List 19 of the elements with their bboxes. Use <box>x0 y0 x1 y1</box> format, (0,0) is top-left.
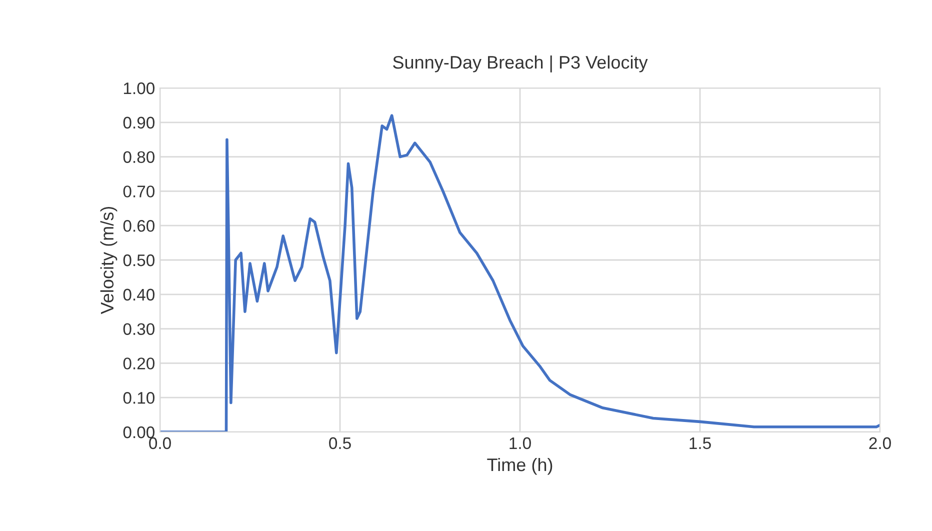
x-tick-label: 1.5 <box>690 437 711 450</box>
chart-title: Sunny-Day Breach | P3 Velocity <box>393 55 648 72</box>
y-tick-label: 0.30 <box>123 323 154 336</box>
x-tick-label: 2.0 <box>869 437 891 450</box>
y-tick-label: 0.70 <box>123 186 154 198</box>
y-tick-label: 0.20 <box>123 358 154 370</box>
x-tick-label: 1.0 <box>510 437 531 450</box>
y-tick-label: 0.80 <box>123 151 154 164</box>
y-tick-label: 0.10 <box>123 392 154 404</box>
x-tick-label: 0.5 <box>329 437 351 450</box>
x-axis-title: Time (h) <box>487 458 552 475</box>
y-tick-label: 1.00 <box>124 82 154 94</box>
y-tick-label: 0.00 <box>123 426 154 438</box>
x-tick-label: 0.0 <box>149 437 171 450</box>
y-tick-label: 0.90 <box>123 116 154 129</box>
y-tick-label: 0.50 <box>123 254 154 266</box>
y-tick-label: 0.40 <box>123 288 154 301</box>
y-axis-title: Velocity (m/s) <box>100 206 118 314</box>
y-tick-label: 0.60 <box>123 220 154 232</box>
